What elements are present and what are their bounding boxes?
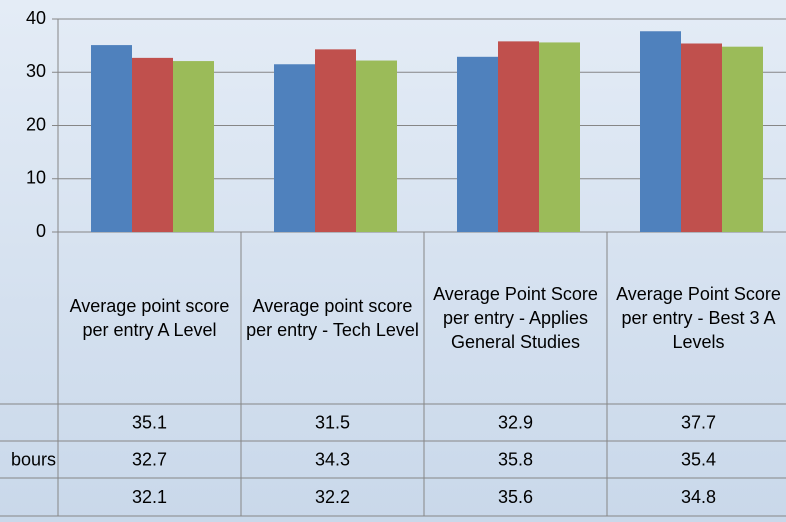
- category-cell: Average point score per entry A Level: [69, 296, 230, 340]
- y-tick-label: 10: [26, 168, 46, 188]
- bar: [722, 46, 763, 232]
- bar: [681, 43, 722, 233]
- category-cell: Average Point Score per entry - Applies …: [433, 284, 598, 352]
- category-cell: Average point score per entry - Tech Lev…: [246, 296, 419, 340]
- y-tick-label: 40: [26, 8, 46, 28]
- bar: [173, 61, 214, 232]
- table-value: 31.5: [315, 412, 350, 432]
- y-tick-label: 20: [26, 114, 46, 134]
- bar: [315, 49, 356, 232]
- table-value: 35.1: [132, 412, 167, 432]
- bar: [457, 56, 498, 233]
- table-value: 34.3: [315, 449, 350, 469]
- x-tick-label: Average point score per entry A Level: [69, 296, 230, 340]
- table-value: 37.7: [681, 412, 716, 432]
- category-cell: Average Point Score per entry - Best 3 A…: [616, 284, 781, 352]
- bar: [356, 60, 397, 232]
- bar: [91, 45, 132, 232]
- table-value: 32.9: [498, 412, 533, 432]
- table-value: 32.2: [315, 487, 350, 507]
- bar: [640, 31, 681, 233]
- y-tick-label: 0: [36, 221, 46, 241]
- x-tick-label: Average Point Score per entry - Applies …: [433, 284, 598, 352]
- table-value: 32.1: [132, 487, 167, 507]
- bar: [498, 41, 539, 232]
- table-value: 35.8: [498, 449, 533, 469]
- table-value: 32.7: [132, 449, 167, 469]
- y-tick-label: 30: [26, 61, 46, 81]
- table-value: 35.4: [681, 449, 716, 469]
- table-value: 34.8: [681, 487, 716, 507]
- x-tick-label: Average Point Score per entry - Best 3 A…: [616, 284, 781, 352]
- legend-label: bours: [11, 449, 56, 469]
- bar: [132, 57, 173, 233]
- bar: [274, 64, 315, 232]
- x-tick-label: Average point score per entry - Tech Lev…: [246, 296, 419, 340]
- bar: [539, 42, 580, 233]
- table-value: 35.6: [498, 487, 533, 507]
